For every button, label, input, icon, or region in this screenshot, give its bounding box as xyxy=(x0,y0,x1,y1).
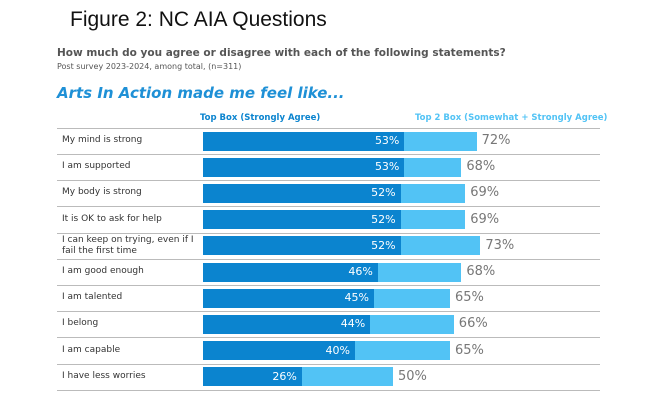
row-separator xyxy=(57,206,600,208)
bar xyxy=(203,288,374,308)
data-label: 46% xyxy=(348,265,373,278)
data-label: 69% xyxy=(470,211,500,227)
data-label: 50% xyxy=(398,368,427,384)
category-label: I can keep on trying, even if I fail the… xyxy=(62,234,194,256)
data-label: 69% xyxy=(470,185,500,201)
row-separator xyxy=(57,337,600,339)
data-label: 45% xyxy=(344,291,369,305)
bar xyxy=(203,183,401,203)
category-label: I have less worries xyxy=(62,370,146,381)
data-label: 52% xyxy=(371,186,396,200)
bar xyxy=(203,367,302,387)
row-separator xyxy=(57,128,600,129)
row-separator xyxy=(57,363,600,365)
row-separator xyxy=(57,180,600,182)
heading: Arts In Action made me feel like... xyxy=(57,84,345,102)
row-separator xyxy=(57,285,600,286)
chart-title: Figure 2: NC AIA Questions xyxy=(70,8,327,31)
data-label: 72% xyxy=(481,133,511,148)
data-label: 40% xyxy=(325,343,350,357)
bar xyxy=(203,157,405,177)
bar xyxy=(203,210,401,230)
row-separator xyxy=(57,389,600,391)
data-label: 53% xyxy=(374,160,400,174)
caption: Post survey 2023-2024, among total, (n=3… xyxy=(57,62,242,71)
category-label: I am good enough xyxy=(62,266,144,276)
row-separator xyxy=(57,258,600,260)
bar xyxy=(203,262,378,282)
category-label: I belong xyxy=(62,318,99,329)
bar xyxy=(203,236,401,256)
category-label: My body is strong xyxy=(62,187,142,198)
row-separator xyxy=(57,154,600,155)
category-label: It is OK to ask for help xyxy=(62,213,162,224)
data-label: 44% xyxy=(340,317,366,331)
data-label: 52% xyxy=(371,238,396,252)
bar xyxy=(203,341,355,361)
data-label: 52% xyxy=(371,212,396,226)
data-label: 68% xyxy=(466,264,496,279)
category-label: I am supported xyxy=(62,161,131,172)
data-label: 53% xyxy=(374,134,400,147)
legend-label: Top Box (Strongly Agree) xyxy=(200,113,321,123)
row-separator xyxy=(57,311,600,313)
data-label: 68% xyxy=(466,159,496,175)
legend-label: Top 2 Box (Somewhat + Strongly Agree) xyxy=(415,113,608,123)
category-label: I am talented xyxy=(62,292,123,303)
row-separator xyxy=(57,232,600,234)
data-label: 65% xyxy=(455,290,484,306)
bar xyxy=(203,131,405,151)
data-label: 65% xyxy=(455,342,484,358)
data-label: 66% xyxy=(458,316,488,332)
data-label: 73% xyxy=(485,237,515,253)
category-label: My mind is strong xyxy=(62,135,143,145)
bar xyxy=(203,314,371,334)
subtitle: How much do you agree or disagree with e… xyxy=(57,47,506,59)
data-label: 26% xyxy=(272,369,297,383)
category-label: I am capable xyxy=(62,344,121,355)
